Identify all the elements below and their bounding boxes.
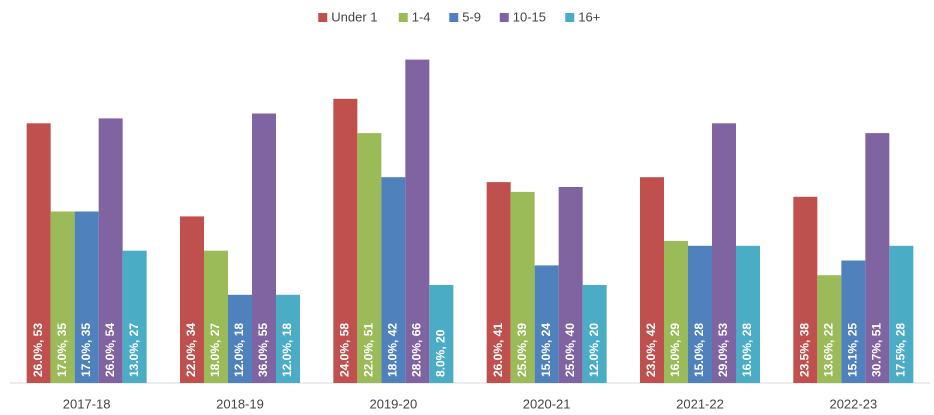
x-tick-label: 2020-21 [523, 396, 571, 411]
bar [122, 250, 147, 383]
bar [510, 191, 535, 383]
legend-swatch [398, 13, 408, 22]
bar [865, 133, 890, 383]
bar [26, 123, 51, 384]
value-label: 22.0%, 51 [362, 323, 376, 377]
bar [180, 216, 204, 383]
bar [252, 113, 276, 383]
value-label: 16.0%, 29 [668, 323, 682, 377]
x-tick-label: 2017-18 [63, 396, 111, 411]
legend-label: 16+ [578, 9, 600, 24]
bar [357, 133, 382, 383]
legend-swatch [499, 13, 509, 22]
value-label: 13.0%, 27 [127, 323, 141, 377]
bar [534, 265, 559, 383]
value-label: 23.0%, 42 [644, 323, 658, 377]
value-label: 30.7%, 51 [870, 323, 884, 377]
bar [74, 211, 99, 383]
bar [558, 187, 583, 383]
legend-swatch [449, 13, 459, 22]
bar [333, 98, 358, 384]
bar [405, 59, 430, 383]
x-tick-label: 2018-19 [216, 396, 264, 411]
value-label: 29.0%, 53 [716, 323, 730, 377]
bar [582, 285, 607, 383]
value-label: 25.0%, 39 [515, 323, 529, 377]
legend-label: 1-4 [412, 9, 431, 24]
value-label: 17.5%, 28 [894, 323, 908, 377]
value-label: 18.0%, 27 [208, 323, 222, 377]
legend-label: 10-15 [513, 9, 546, 24]
bar [228, 294, 252, 383]
legend-label: Under 1 [331, 9, 377, 24]
value-label: 26.0%, 54 [103, 323, 117, 377]
value-label: 8.0%, 20 [434, 329, 448, 377]
bar [640, 177, 664, 383]
legend-label: 5-9 [462, 9, 481, 24]
bar [486, 182, 511, 383]
value-label: 12.0%, 18 [280, 323, 294, 377]
value-label: 17.0%, 35 [79, 323, 93, 377]
value-label: 17.0%, 35 [55, 323, 69, 377]
bar [889, 245, 914, 383]
value-label: 15.0%, 28 [692, 323, 706, 377]
bar [712, 123, 736, 384]
value-label: 28.0%, 66 [410, 323, 424, 377]
value-label: 24.0%, 58 [338, 323, 352, 377]
bar [736, 245, 760, 383]
bar [793, 196, 818, 383]
bar [429, 285, 454, 383]
bar [204, 250, 228, 383]
bar [276, 294, 300, 383]
x-tick-label: 2022-23 [829, 396, 877, 411]
bar [381, 177, 406, 383]
bar [50, 211, 75, 383]
x-tick-label: 2021-22 [676, 396, 724, 411]
value-label: 22.0%, 34 [184, 323, 198, 377]
bar [817, 275, 842, 383]
value-label: 25.0%, 40 [563, 323, 577, 377]
value-label: 36.0%, 55 [256, 323, 270, 377]
value-label: 15.1%, 25 [846, 323, 860, 377]
legend-swatch [565, 13, 575, 22]
value-label: 26.0%, 53 [31, 323, 45, 377]
value-label: 15.0%, 24 [539, 323, 553, 377]
value-label: 12.0%, 20 [587, 323, 601, 377]
value-label: 12.0%, 18 [232, 323, 246, 377]
value-label: 16.0%, 28 [740, 323, 754, 377]
bar [98, 118, 123, 384]
bar [664, 240, 688, 383]
bar [841, 260, 866, 383]
value-label: 13.6%, 22 [822, 323, 836, 377]
value-label: 26.0%, 41 [491, 323, 505, 377]
x-tick-label: 2019-20 [369, 396, 417, 411]
bar [688, 245, 712, 383]
legend-swatch [318, 13, 328, 22]
value-label: 23.5%, 38 [798, 323, 812, 377]
value-label: 18.0%, 42 [386, 323, 400, 377]
